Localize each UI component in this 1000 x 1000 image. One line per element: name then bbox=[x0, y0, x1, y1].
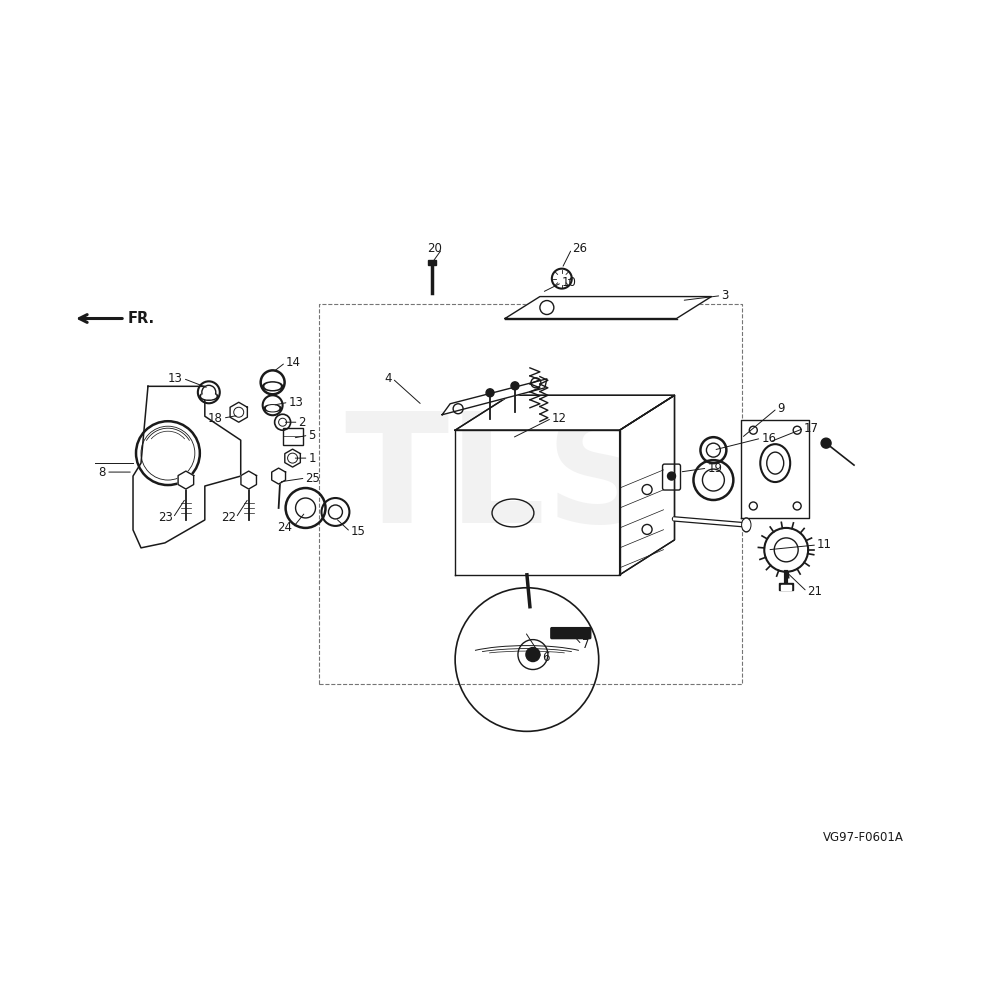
Text: 14: 14 bbox=[286, 356, 301, 369]
Polygon shape bbox=[620, 395, 675, 575]
Text: 18: 18 bbox=[208, 412, 223, 425]
Text: 13: 13 bbox=[289, 396, 303, 409]
Bar bbox=[428, 260, 436, 265]
Text: 8: 8 bbox=[99, 466, 106, 479]
Bar bbox=[283, 428, 303, 445]
Text: 1: 1 bbox=[309, 452, 316, 465]
Circle shape bbox=[486, 389, 494, 397]
Text: 20: 20 bbox=[427, 242, 442, 255]
Text: 5: 5 bbox=[309, 429, 316, 442]
Text: 15: 15 bbox=[350, 525, 365, 538]
Text: 23: 23 bbox=[158, 511, 173, 524]
Text: 21: 21 bbox=[807, 585, 822, 598]
Polygon shape bbox=[505, 297, 711, 319]
Polygon shape bbox=[133, 386, 241, 548]
Text: 26: 26 bbox=[572, 242, 587, 255]
Circle shape bbox=[821, 438, 831, 448]
Text: 4: 4 bbox=[385, 372, 392, 385]
Text: 6: 6 bbox=[542, 651, 549, 664]
Text: 24: 24 bbox=[278, 521, 293, 534]
Ellipse shape bbox=[264, 405, 281, 412]
Polygon shape bbox=[455, 395, 675, 430]
Text: 7: 7 bbox=[582, 638, 589, 651]
Text: 13: 13 bbox=[168, 372, 183, 385]
Ellipse shape bbox=[265, 383, 280, 389]
Circle shape bbox=[668, 472, 676, 480]
Text: 25: 25 bbox=[306, 472, 320, 485]
Text: 11: 11 bbox=[817, 538, 832, 551]
Text: FR.: FR. bbox=[128, 311, 155, 326]
Text: 9: 9 bbox=[777, 402, 785, 415]
Polygon shape bbox=[285, 449, 300, 467]
Bar bbox=[779, 583, 793, 590]
Text: 17: 17 bbox=[804, 422, 819, 435]
Circle shape bbox=[301, 503, 311, 513]
Ellipse shape bbox=[742, 518, 751, 532]
Polygon shape bbox=[442, 379, 547, 415]
Text: 19: 19 bbox=[707, 462, 722, 475]
Polygon shape bbox=[230, 402, 247, 422]
Bar bbox=[781, 585, 791, 590]
Text: 2: 2 bbox=[299, 416, 306, 429]
Text: 3: 3 bbox=[721, 289, 729, 302]
Polygon shape bbox=[241, 471, 256, 489]
Ellipse shape bbox=[200, 392, 218, 400]
FancyBboxPatch shape bbox=[551, 628, 591, 639]
Polygon shape bbox=[178, 471, 194, 489]
Polygon shape bbox=[272, 468, 286, 484]
Polygon shape bbox=[741, 420, 809, 518]
Ellipse shape bbox=[743, 519, 750, 530]
Ellipse shape bbox=[263, 382, 283, 391]
Circle shape bbox=[511, 382, 519, 390]
Text: VG97-F0601A: VG97-F0601A bbox=[823, 831, 904, 844]
Ellipse shape bbox=[202, 394, 216, 399]
Ellipse shape bbox=[267, 406, 279, 411]
Text: 22: 22 bbox=[221, 511, 236, 524]
Text: 10: 10 bbox=[562, 276, 577, 289]
Text: 12: 12 bbox=[552, 412, 567, 425]
Circle shape bbox=[331, 508, 339, 516]
Circle shape bbox=[526, 648, 540, 662]
Circle shape bbox=[202, 385, 216, 399]
Text: TLS: TLS bbox=[344, 406, 656, 555]
Text: 16: 16 bbox=[761, 432, 776, 445]
